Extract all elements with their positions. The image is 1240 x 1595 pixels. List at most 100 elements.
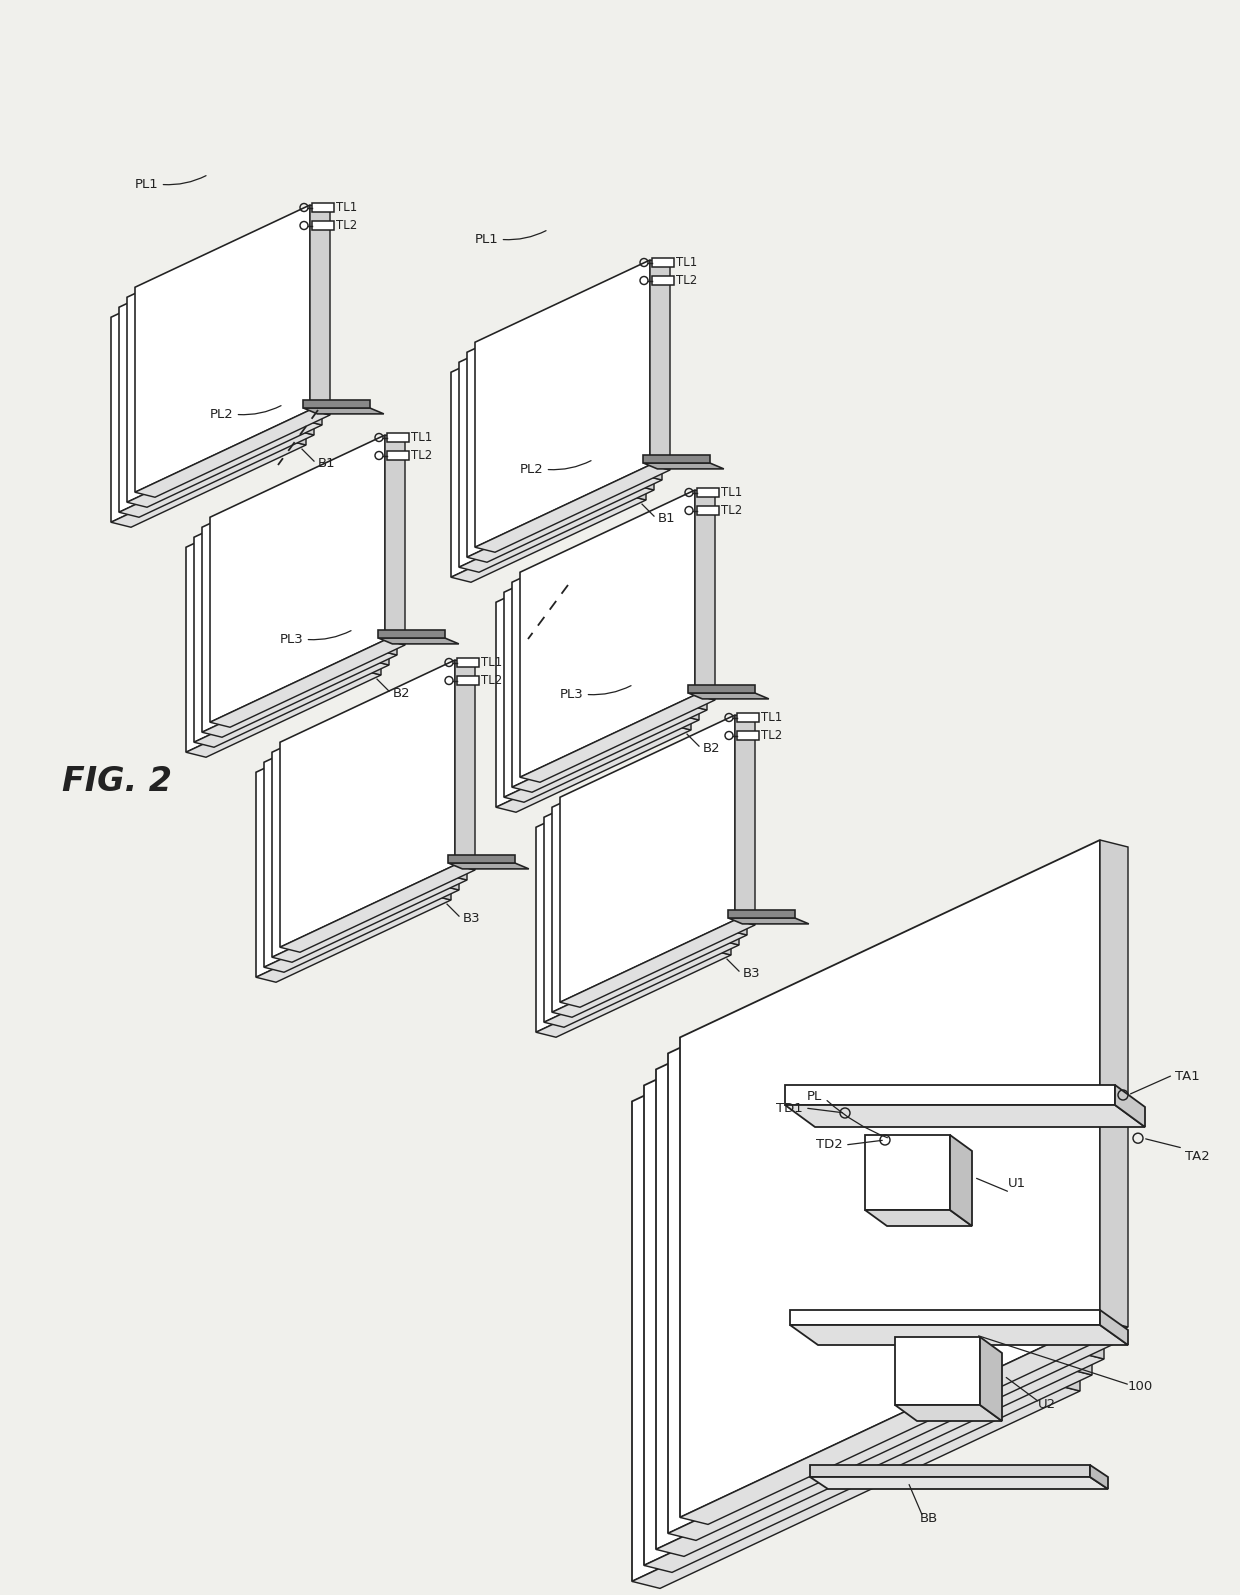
Polygon shape [1115,1085,1145,1128]
Polygon shape [552,930,746,1018]
Polygon shape [697,506,719,515]
Text: PL1: PL1 [475,233,498,246]
Polygon shape [728,911,795,919]
Polygon shape [304,408,384,413]
Polygon shape [688,692,769,699]
Polygon shape [656,1353,1104,1557]
Text: TA1: TA1 [1176,1070,1200,1083]
Polygon shape [1052,904,1080,1391]
Polygon shape [652,258,675,266]
Polygon shape [451,494,646,582]
Polygon shape [632,904,1052,1581]
Polygon shape [439,679,459,890]
Polygon shape [272,670,446,957]
Polygon shape [361,466,381,675]
Polygon shape [697,488,719,498]
Polygon shape [785,1085,1115,1105]
Polygon shape [980,1337,1002,1421]
Polygon shape [560,715,735,1002]
Polygon shape [652,276,675,286]
Text: BB: BB [920,1512,939,1525]
Polygon shape [680,841,1100,1517]
Text: PL2: PL2 [210,408,233,421]
Polygon shape [1100,841,1128,1327]
Polygon shape [467,270,642,557]
Polygon shape [680,510,699,719]
Polygon shape [520,490,694,777]
Polygon shape [432,691,451,900]
Polygon shape [727,726,746,935]
Polygon shape [503,510,680,798]
Polygon shape [496,726,691,812]
Text: B1: B1 [658,512,676,525]
Polygon shape [387,432,409,442]
Polygon shape [512,705,707,793]
Text: TL1: TL1 [720,486,743,499]
Polygon shape [520,695,715,782]
Polygon shape [384,435,405,644]
Text: TL2: TL2 [410,450,433,463]
Polygon shape [810,1464,1090,1477]
Text: B3: B3 [743,967,760,979]
Polygon shape [272,876,467,962]
Text: TD1: TD1 [776,1102,804,1115]
Polygon shape [719,735,739,944]
Polygon shape [735,715,755,925]
Text: TL1: TL1 [410,431,433,443]
Polygon shape [459,485,653,573]
Polygon shape [264,679,439,967]
Polygon shape [458,659,479,667]
Polygon shape [310,206,330,415]
Polygon shape [810,1477,1109,1490]
Polygon shape [687,499,707,710]
Polygon shape [202,651,397,737]
Polygon shape [895,1405,1002,1421]
Polygon shape [135,410,330,498]
Polygon shape [626,290,646,499]
Polygon shape [449,855,515,863]
Text: TA2: TA2 [1185,1150,1210,1163]
Polygon shape [193,455,370,742]
Polygon shape [370,455,389,665]
Polygon shape [1090,1464,1109,1490]
Polygon shape [560,920,755,1008]
Text: TL1: TL1 [761,711,782,724]
Polygon shape [536,745,711,1032]
Text: B1: B1 [317,456,336,469]
Polygon shape [294,225,314,435]
Polygon shape [552,726,727,1013]
Text: TL1: TL1 [336,201,357,214]
Polygon shape [644,455,709,463]
Polygon shape [1087,857,1116,1343]
Text: U1: U1 [1008,1177,1027,1190]
Polygon shape [119,431,314,517]
Polygon shape [210,435,384,723]
Text: TL2: TL2 [676,274,697,287]
Polygon shape [671,520,691,731]
Polygon shape [193,660,389,746]
Polygon shape [286,234,306,445]
Polygon shape [866,1136,950,1211]
Polygon shape [475,260,650,547]
Polygon shape [255,895,451,983]
Polygon shape [458,676,479,684]
Polygon shape [112,234,286,522]
Polygon shape [303,215,322,424]
Polygon shape [512,499,687,788]
Polygon shape [446,670,467,880]
Text: TL1: TL1 [481,656,502,668]
Polygon shape [790,1325,1128,1345]
Text: TL2: TL2 [720,504,743,517]
Polygon shape [1064,888,1092,1375]
Polygon shape [737,731,759,740]
Polygon shape [451,290,626,577]
Polygon shape [790,1309,1100,1325]
Polygon shape [496,520,671,807]
Polygon shape [186,670,381,758]
Text: PL1: PL1 [135,179,159,191]
Polygon shape [785,1105,1145,1128]
Text: PL3: PL3 [559,687,584,700]
Polygon shape [255,691,432,978]
Text: PL2: PL2 [520,463,543,475]
Polygon shape [950,1136,972,1227]
